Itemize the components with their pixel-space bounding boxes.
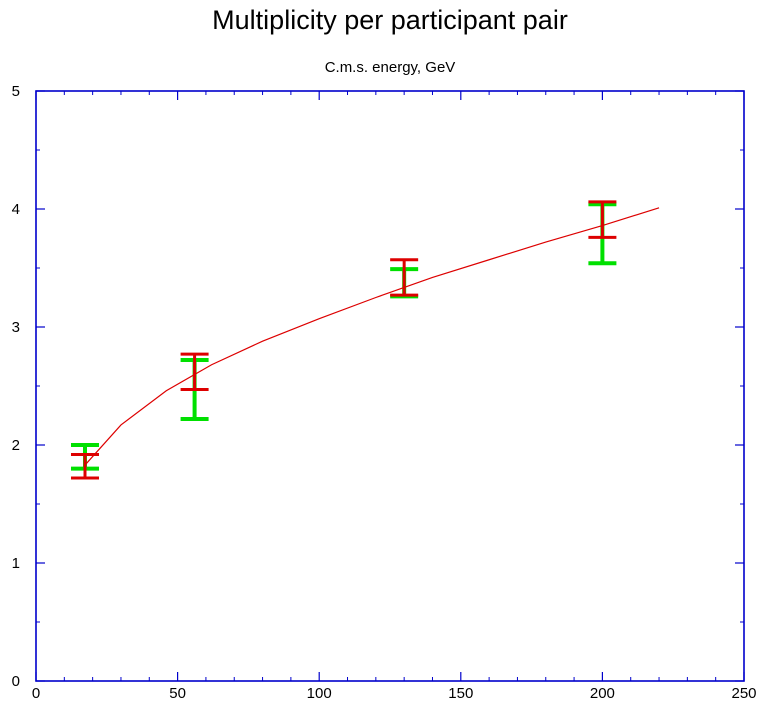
- x-tick-label: 200: [590, 685, 615, 702]
- x-tick-label: 100: [307, 685, 332, 702]
- chart-subtitle: C.m.s. energy, GeV: [325, 59, 456, 76]
- y-tick-label: 2: [12, 437, 20, 454]
- chart-title: Multiplicity per participant pair: [212, 5, 568, 35]
- errorbar-series-red: [70, 200, 617, 480]
- y-tick-label: 5: [12, 83, 20, 100]
- y-tick-label: 3: [12, 319, 20, 336]
- errorbar-series-green: [70, 202, 617, 471]
- fit-curve: [84, 207, 660, 466]
- axis-ticks: 0 50 100 150 200 250 0 1 2 3 4 5: [12, 83, 757, 702]
- y-tick-label: 4: [12, 201, 20, 218]
- plot-frame: [35, 90, 745, 682]
- x-tick-label: 0: [32, 685, 40, 702]
- x-tick-label: 50: [169, 685, 186, 702]
- y-tick-label: 0: [12, 673, 20, 690]
- chart-marks: [70, 200, 660, 480]
- x-tick-label: 150: [448, 685, 473, 702]
- y-tick-label: 1: [12, 555, 20, 572]
- x-tick-label: 250: [731, 685, 756, 702]
